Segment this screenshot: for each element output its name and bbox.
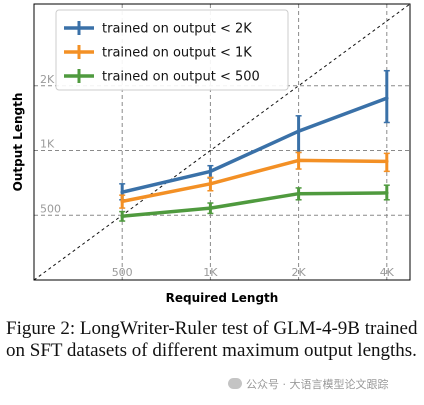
watermark: 公众号 · 大语言模型论文跟踪: [228, 376, 389, 392]
legend-label: trained on output < 2K: [102, 22, 252, 37]
wechat-icon: [228, 378, 242, 389]
y-tick-label: 2K: [40, 73, 55, 86]
x-tick-label: 1K: [203, 266, 218, 279]
legend-label: trained on output < 1K: [102, 46, 252, 61]
legend-box: [55, 9, 289, 91]
x-axis-label: Required Length: [166, 291, 279, 305]
series-line: [120, 158, 389, 204]
chart: 500 1K 2K 4K 500 1K 2K Required Length Output …: [11, 3, 411, 305]
series-layer: [119, 69, 390, 222]
tick-labels: 500 1K 2K 4K 500 1K 2K: [40, 73, 395, 279]
legend-label: trained on output < 500: [102, 70, 260, 85]
series-line: [120, 191, 389, 218]
x-tick-label: 4K: [380, 266, 395, 279]
plot-frame: [33, 3, 411, 281]
y-tick-label: 1K: [40, 138, 55, 151]
watermark-text: 公众号 · 大语言模型论文跟踪: [246, 378, 389, 391]
x-tick-label: 500: [112, 266, 133, 279]
y-tick-label: 500: [40, 202, 61, 215]
figure-caption: Figure 2: LongWriter-Ruler test of GLM-4…: [6, 318, 418, 361]
x-tick-label: 2K: [291, 266, 306, 279]
legend: trained on output < 2K trained on output …: [55, 9, 289, 91]
series-line: [120, 96, 389, 194]
y-axis-label: Output Length: [11, 93, 25, 192]
